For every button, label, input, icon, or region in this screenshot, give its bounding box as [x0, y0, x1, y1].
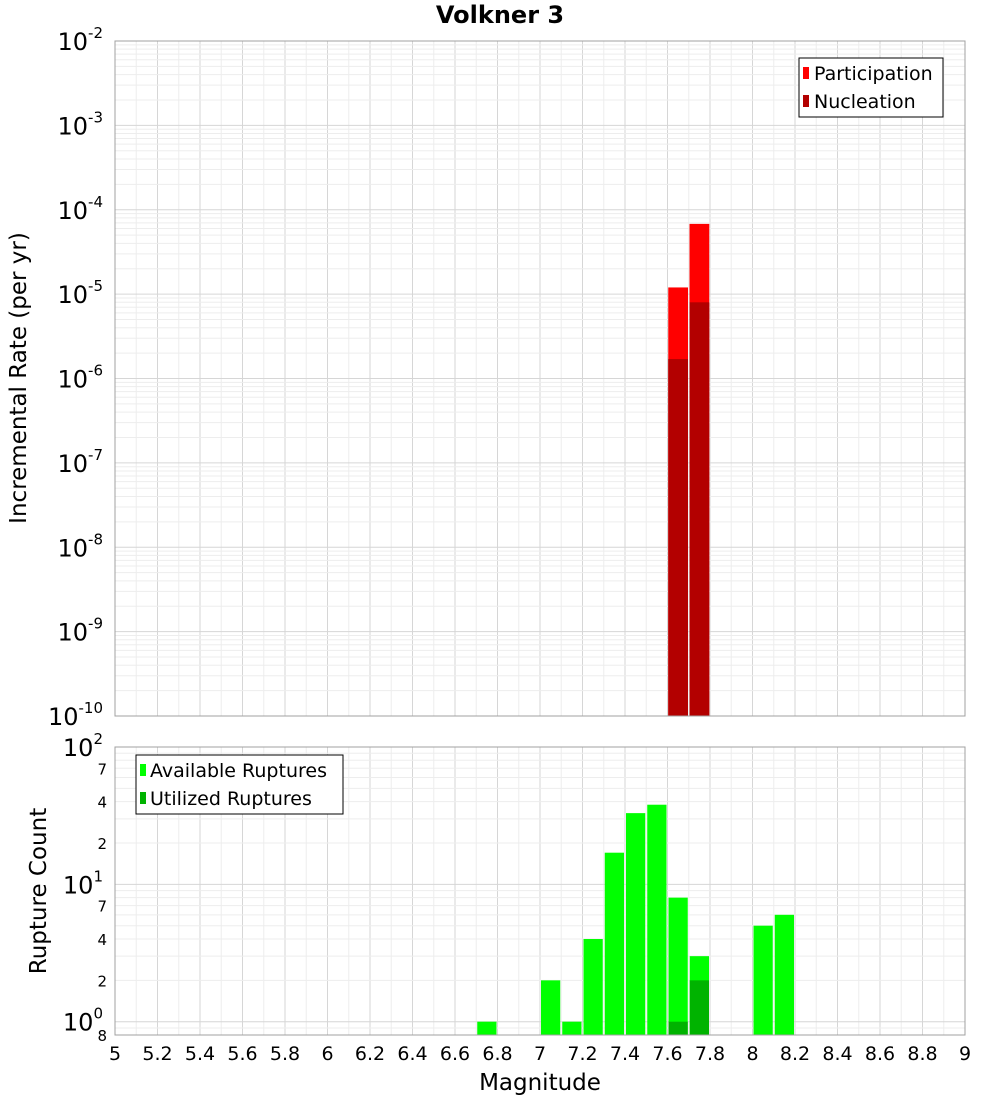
magnitude-x-ticks: 5 5.2 5.4 5.6 5.8 6 6.2 6.4 6.6 6.8 7 7.2 7.4 7.6 7.8 8… — [109, 1043, 971, 1065]
count-legend: Available Ruptures Utilized Ruptures — [135, 754, 344, 815]
rate-y-ticks: 10-2 10-3 10-4 10-5 10-6 10-7 10-8 10-9 10-10 — [48, 24, 103, 731]
bar-available-ruptures — [753, 925, 773, 1035]
rate-y-tick-label: 10-10 — [48, 699, 103, 731]
bar-available-ruptures — [626, 813, 646, 1035]
legend-swatch-available-ruptures — [140, 764, 146, 776]
count-y-major-tick-label: 101 — [63, 867, 103, 899]
count-y-axis-title: Rupture Count — [26, 808, 52, 974]
count-y-minor-tick-label: 2 — [97, 835, 107, 853]
chart-title: Volkner 3 — [436, 1, 564, 29]
rate-bars — [668, 223, 710, 716]
rate-legend: Participation Nucleation — [798, 57, 944, 118]
count-panel: 102 101 100 7 4 2 7 4 2 8 5 5.2 5.4 5.6 5.8 6 6.2 6.4 6.6… — [26, 730, 971, 1096]
magnitude-tick-label: 9 — [959, 1043, 971, 1065]
magnitude-tick-label: 7 — [534, 1043, 546, 1065]
magnitude-tick-label: 6.2 — [355, 1043, 385, 1065]
magnitude-tick-label: 7.8 — [695, 1043, 725, 1065]
count-y-minor-tick-label: 7 — [97, 760, 107, 778]
magnitude-tick-label: 5.6 — [227, 1043, 257, 1065]
bar-available-ruptures — [668, 897, 688, 1035]
legend-label-utilized-ruptures: Utilized Ruptures — [150, 788, 312, 810]
legend-swatch-participation — [803, 67, 809, 79]
legend-swatch-utilized-ruptures — [140, 792, 146, 804]
bar-utilized-ruptures — [689, 980, 709, 1035]
rate-y-tick-label: 10-3 — [57, 108, 103, 140]
bar-available-ruptures — [604, 852, 624, 1035]
count-y-minor-tick-label: 4 — [97, 794, 107, 812]
bar-available-ruptures — [541, 980, 561, 1035]
bar-nucleation — [689, 302, 710, 716]
count-y-ticks: 102 101 100 7 4 2 7 4 2 8 — [63, 730, 107, 1045]
magnitude-tick-label: 7.2 — [567, 1043, 597, 1065]
legend-label-participation: Participation — [814, 63, 933, 85]
magnitude-tick-label: 7.6 — [652, 1043, 682, 1065]
rate-y-tick-label: 10-9 — [57, 615, 103, 647]
rate-y-tick-label: 10-5 — [57, 277, 103, 309]
magnitude-tick-label: 5 — [109, 1043, 121, 1065]
bar-available-ruptures — [774, 914, 794, 1035]
rate-y-tick-label: 10-7 — [57, 446, 103, 478]
rate-grid — [115, 41, 965, 716]
magnitude-tick-label: 6 — [321, 1043, 333, 1065]
magnitude-tick-label: 8.6 — [865, 1043, 895, 1065]
count-y-major-tick-label: 100 — [63, 1005, 103, 1037]
count-y-minor-tick-label: 2 — [97, 972, 107, 990]
rate-legend-box — [798, 57, 944, 118]
count-y-major-tick-label: 102 — [63, 730, 103, 762]
rate-y-tick-label: 10-8 — [57, 530, 103, 562]
rate-panel: 10-2 10-3 10-4 10-5 10-6 10-7 10-8 10-9 10-10 In… — [6, 24, 966, 731]
magnitude-tick-label: 5.8 — [270, 1043, 300, 1065]
rate-y-tick-label: 10-6 — [57, 362, 103, 394]
magnitude-tick-label: 5.2 — [142, 1043, 172, 1065]
legend-label-nucleation: Nucleation — [814, 91, 916, 113]
bar-available-ruptures — [583, 939, 603, 1035]
magnitude-tick-label: 6.8 — [482, 1043, 512, 1065]
count-y-minor-tick-label: 4 — [97, 931, 107, 949]
rate-y-tick-label: 10-4 — [57, 193, 103, 225]
magnitude-tick-label: 6.4 — [397, 1043, 427, 1065]
rate-plot-frame — [114, 40, 966, 717]
rate-y-tick-label: 10-2 — [57, 24, 103, 56]
magnitude-tick-label: 7.4 — [610, 1043, 640, 1065]
count-bars — [477, 804, 794, 1035]
bar-utilized-ruptures — [668, 1021, 688, 1035]
bar-available-ruptures — [647, 804, 667, 1035]
magnitude-tick-label: 8 — [746, 1043, 758, 1065]
magnitude-axis-title: Magnitude — [479, 1070, 601, 1096]
count-y-minor-tick-label: 7 — [97, 898, 107, 916]
magnitude-tick-label: 8.8 — [907, 1043, 937, 1065]
magnitude-tick-label: 5.4 — [185, 1043, 215, 1065]
rate-y-axis-title: Incremental Rate (per yr) — [6, 232, 32, 524]
bar-nucleation — [668, 359, 688, 716]
magnitude-tick-label: 8.4 — [822, 1043, 852, 1065]
count-y-minor-tick-label: 8 — [97, 1027, 107, 1045]
legend-swatch-nucleation — [803, 95, 809, 107]
count-legend-box — [135, 754, 344, 815]
magnitude-tick-label: 8.2 — [780, 1043, 810, 1065]
bar-available-ruptures — [477, 1021, 497, 1035]
legend-label-available-ruptures: Available Ruptures — [150, 760, 327, 782]
count-plot-frame — [114, 746, 966, 1036]
magnitude-tick-label: 6.6 — [440, 1043, 470, 1065]
bar-available-ruptures — [562, 1021, 582, 1035]
